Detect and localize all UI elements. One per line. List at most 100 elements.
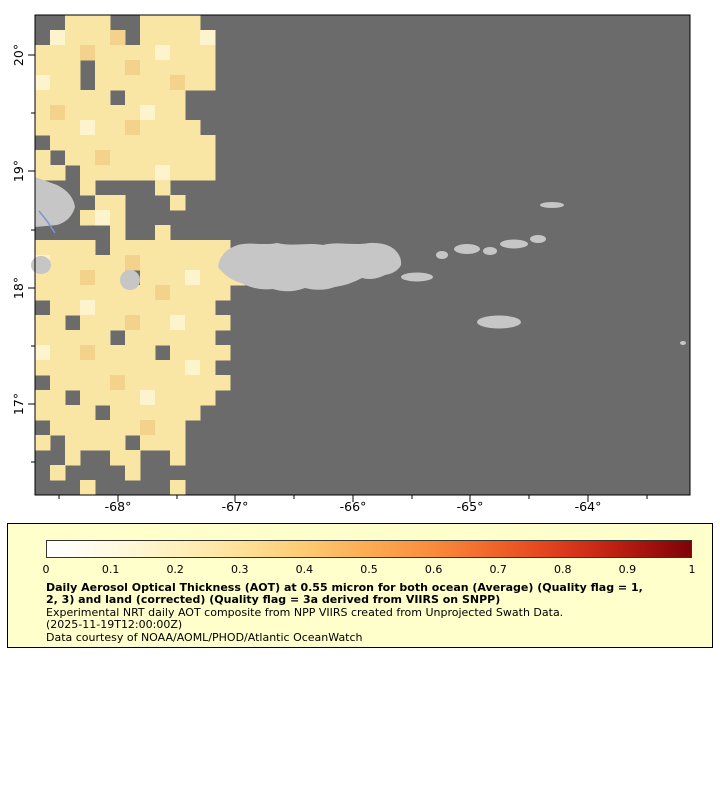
legend-panel: 0 0.1 0.2 0.3 0.4 0.5 0.6 0.7 0.8 0.9 1 … <box>7 523 713 648</box>
aot-cell <box>35 330 51 346</box>
aot-cell <box>80 435 96 451</box>
aot-cell <box>155 30 171 46</box>
aot-cell <box>95 375 111 391</box>
aot-cell <box>110 30 126 46</box>
aot-cell <box>80 270 96 286</box>
landmasses <box>31 177 686 345</box>
aot-cell <box>65 345 81 361</box>
aot-cell <box>140 240 156 256</box>
aot-cell <box>95 285 111 301</box>
aot-cell <box>185 75 201 91</box>
aot-cell <box>80 480 96 496</box>
aot-cell <box>110 255 126 271</box>
aot-cell <box>125 165 141 181</box>
colorbar-tick-label: 0.8 <box>554 563 572 576</box>
aot-cell <box>65 75 81 91</box>
aot-cell <box>35 270 51 286</box>
aot-cell <box>95 135 111 151</box>
aot-cell <box>110 345 126 361</box>
aot-cell <box>95 210 111 226</box>
colorbar-tick-label: 0.7 <box>489 563 507 576</box>
aot-cell <box>125 90 141 106</box>
aot-cell <box>185 315 201 331</box>
aot-cell <box>65 450 81 466</box>
aot-cell <box>140 30 156 46</box>
aot-cell <box>170 480 186 496</box>
aot-cell <box>155 240 171 256</box>
aot-cell <box>65 120 81 136</box>
aot-cell <box>155 330 171 346</box>
aot-cell <box>140 270 156 286</box>
aot-cell <box>80 90 96 106</box>
aot-cell <box>155 165 171 181</box>
aot-cell <box>110 225 126 241</box>
aot-cell <box>80 330 96 346</box>
aot-cell <box>110 165 126 181</box>
aot-cell <box>170 285 186 301</box>
aot-cell <box>155 15 171 31</box>
aot-cell <box>110 405 126 421</box>
aot-cell <box>95 120 111 136</box>
aot-cell <box>95 420 111 436</box>
aot-cell <box>185 120 201 136</box>
x-axis-label: -64° <box>575 499 602 514</box>
aot-cell <box>215 345 231 361</box>
aot-cell <box>65 360 81 376</box>
colorbar <box>46 540 692 558</box>
aot-cell <box>95 150 111 166</box>
aot-cell <box>155 225 171 241</box>
land-tortola <box>500 239 528 249</box>
aot-cell <box>125 375 141 391</box>
aot-cell <box>155 45 171 61</box>
aot-cell <box>140 435 156 451</box>
aot-cell <box>155 75 171 91</box>
aot-cell <box>95 300 111 316</box>
aot-cell <box>50 120 66 136</box>
aot-cell <box>140 405 156 421</box>
aot-cell <box>35 345 51 361</box>
aot-cell <box>95 30 111 46</box>
axis-labels: 20° 19° 18° 17° -68° -67° -66° -65° -64° <box>11 44 601 514</box>
aot-cell <box>140 345 156 361</box>
aot-cell <box>80 345 96 361</box>
aot-cell <box>80 390 96 406</box>
aot-cell <box>170 330 186 346</box>
aot-cell <box>50 255 66 271</box>
aot-cell <box>50 75 66 91</box>
x-axis-label: -65° <box>457 499 484 514</box>
aot-cell <box>155 180 171 196</box>
aot-cell <box>140 150 156 166</box>
aot-cell <box>50 165 66 181</box>
aot-cell <box>80 15 96 31</box>
aot-cell <box>80 360 96 376</box>
aot-cell <box>80 240 96 256</box>
aot-cell <box>125 300 141 316</box>
aot-cell <box>95 90 111 106</box>
aot-cell <box>110 360 126 376</box>
aot-cell <box>65 30 81 46</box>
aot-cell <box>110 315 126 331</box>
aot-cell <box>170 405 186 421</box>
aot-cell <box>110 390 126 406</box>
aot-cell <box>185 150 201 166</box>
plot-frame <box>34 14 691 496</box>
aot-cell <box>170 375 186 391</box>
aot-cell <box>65 375 81 391</box>
aot-cell <box>185 270 201 286</box>
aot-cell <box>140 120 156 136</box>
colorbar-tick-label: 0.4 <box>295 563 314 576</box>
aot-cell <box>65 270 81 286</box>
aot-cell <box>200 135 216 151</box>
aot-cell <box>185 15 201 31</box>
aot-cell <box>185 165 201 181</box>
aot-cell <box>50 45 66 61</box>
aot-cell <box>140 360 156 376</box>
land-virgin-gorda <box>530 235 546 243</box>
aot-cell <box>140 375 156 391</box>
aot-cell <box>110 135 126 151</box>
aot-cell <box>185 135 201 151</box>
land-vieques <box>401 272 433 282</box>
aot-cell <box>80 105 96 121</box>
x-axis-ticks <box>58 495 648 502</box>
aot-cell <box>95 45 111 61</box>
